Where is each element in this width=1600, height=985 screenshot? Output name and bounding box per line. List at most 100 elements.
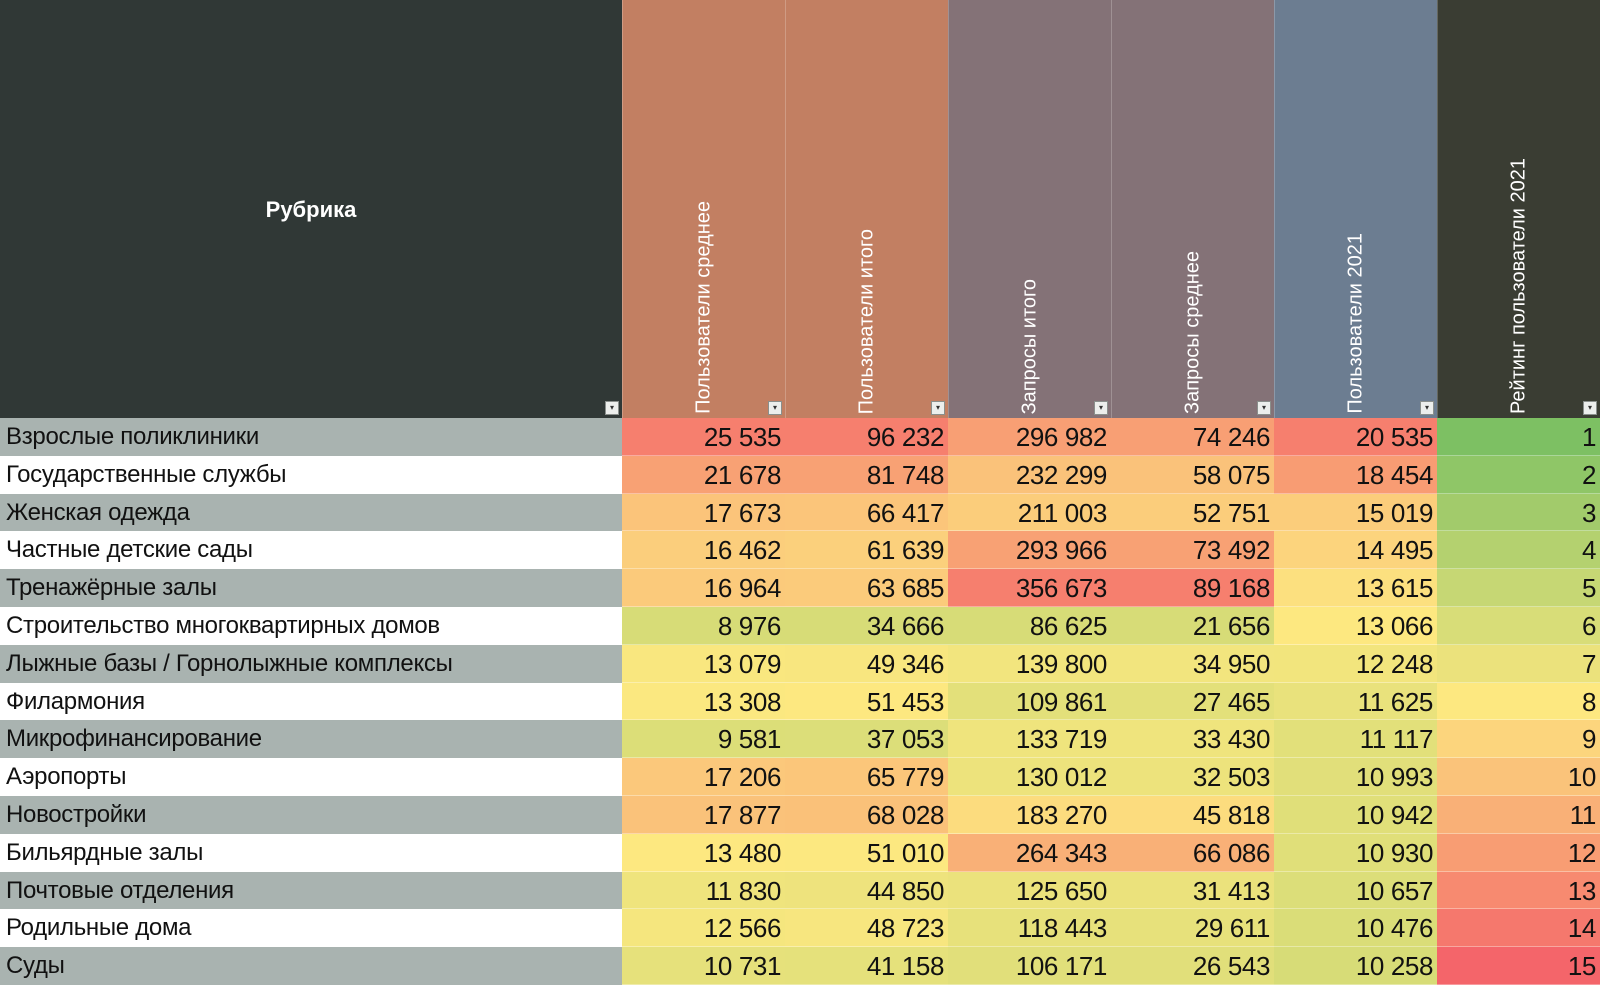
value-cell[interactable]: 10 993 bbox=[1274, 758, 1437, 796]
rubric-cell[interactable]: Суды bbox=[0, 947, 622, 985]
table-row[interactable]: Лыжные базы / Горнолыжные комплексы 13 07… bbox=[0, 644, 1600, 683]
value-cell[interactable]: 11 117 bbox=[1274, 720, 1437, 759]
value-cell[interactable]: 10 942 bbox=[1274, 796, 1437, 834]
value-cell[interactable]: 52 751 bbox=[1111, 493, 1274, 532]
value-cell[interactable]: 5 bbox=[1437, 569, 1600, 607]
value-cell[interactable]: 13 bbox=[1437, 871, 1600, 910]
value-cell[interactable]: 232 299 bbox=[948, 455, 1111, 494]
value-cell[interactable]: 29 611 bbox=[1111, 909, 1274, 948]
value-cell[interactable]: 12 bbox=[1437, 833, 1600, 872]
value-cell[interactable]: 12 566 bbox=[622, 909, 785, 948]
value-cell[interactable]: 139 800 bbox=[948, 644, 1111, 683]
value-cell[interactable]: 21 678 bbox=[622, 455, 785, 494]
value-cell[interactable]: 65 779 bbox=[785, 758, 948, 796]
value-cell[interactable]: 66 417 bbox=[785, 493, 948, 532]
value-cell[interactable]: 118 443 bbox=[948, 909, 1111, 948]
table-row[interactable]: Строительство многоквартирных домов 8 976… bbox=[0, 607, 1600, 645]
rubric-cell[interactable]: Бильярдные залы bbox=[0, 833, 622, 872]
value-cell[interactable]: 296 982 bbox=[948, 418, 1111, 456]
value-cell[interactable]: 106 171 bbox=[948, 947, 1111, 985]
value-cell[interactable]: 130 012 bbox=[948, 758, 1111, 796]
value-cell[interactable]: 125 650 bbox=[948, 871, 1111, 910]
value-cell[interactable]: 8 bbox=[1437, 682, 1600, 721]
value-cell[interactable]: 89 168 bbox=[1111, 569, 1274, 607]
value-cell[interactable]: 13 066 bbox=[1274, 607, 1437, 645]
value-cell[interactable]: 26 543 bbox=[1111, 947, 1274, 985]
value-cell[interactable]: 21 656 bbox=[1111, 607, 1274, 645]
value-cell[interactable]: 51 453 bbox=[785, 682, 948, 721]
value-cell[interactable]: 356 673 bbox=[948, 569, 1111, 607]
value-cell[interactable]: 11 625 bbox=[1274, 682, 1437, 721]
value-cell[interactable]: 31 413 bbox=[1111, 871, 1274, 910]
value-cell[interactable]: 15 019 bbox=[1274, 493, 1437, 532]
value-cell[interactable]: 16 964 bbox=[622, 569, 785, 607]
table-row[interactable]: Аэропорты 17 206 65 779 130 012 32 503 10 993… bbox=[0, 758, 1600, 796]
value-cell[interactable]: 58 075 bbox=[1111, 455, 1274, 494]
value-cell[interactable]: 109 861 bbox=[948, 682, 1111, 721]
value-cell[interactable]: 34 950 bbox=[1111, 644, 1274, 683]
value-cell[interactable]: 45 818 bbox=[1111, 796, 1274, 834]
rubric-cell[interactable]: Взрослые поликлиники bbox=[0, 418, 622, 456]
value-cell[interactable]: 8 976 bbox=[622, 607, 785, 645]
header-rubric[interactable]: Рубрика ▾ bbox=[0, 0, 622, 418]
filter-dropdown-icon[interactable]: ▾ bbox=[1257, 401, 1271, 415]
table-row[interactable]: Государственные службы 21 678 81 748 232 29… bbox=[0, 455, 1600, 494]
rubric-cell[interactable]: Государственные службы bbox=[0, 455, 622, 494]
value-cell[interactable]: 2 bbox=[1437, 455, 1600, 494]
value-cell[interactable]: 211 003 bbox=[948, 493, 1111, 532]
value-cell[interactable]: 11 bbox=[1437, 796, 1600, 834]
rubric-cell[interactable]: Филармония bbox=[0, 682, 622, 721]
column-header[interactable]: Пользователи среднее ▾ bbox=[622, 0, 785, 418]
value-cell[interactable]: 10 657 bbox=[1274, 871, 1437, 910]
value-cell[interactable]: 18 454 bbox=[1274, 455, 1437, 494]
value-cell[interactable]: 16 462 bbox=[622, 531, 785, 570]
value-cell[interactable]: 1 bbox=[1437, 418, 1600, 456]
value-cell[interactable]: 25 535 bbox=[622, 418, 785, 456]
value-cell[interactable]: 51 010 bbox=[785, 833, 948, 872]
value-cell[interactable]: 96 232 bbox=[785, 418, 948, 456]
table-row[interactable]: Родильные дома 12 566 48 723 118 443 29 611 1… bbox=[0, 909, 1600, 948]
column-header[interactable]: Запросы среднее ▾ bbox=[1111, 0, 1274, 418]
rubric-cell[interactable]: Новостройки bbox=[0, 796, 622, 834]
column-header[interactable]: Пользователи итого ▾ bbox=[785, 0, 948, 418]
value-cell[interactable]: 14 bbox=[1437, 909, 1600, 948]
value-cell[interactable]: 86 625 bbox=[948, 607, 1111, 645]
filter-dropdown-icon[interactable]: ▾ bbox=[1583, 401, 1597, 415]
value-cell[interactable]: 68 028 bbox=[785, 796, 948, 834]
value-cell[interactable]: 20 535 bbox=[1274, 418, 1437, 456]
value-cell[interactable]: 32 503 bbox=[1111, 758, 1274, 796]
table-row[interactable]: Филармония 13 308 51 453 109 861 27 465 11 62… bbox=[0, 682, 1600, 721]
table-row[interactable]: Тренажёрные залы 16 964 63 685 356 673 89 16… bbox=[0, 569, 1600, 607]
rubric-cell[interactable]: Женская одежда bbox=[0, 493, 622, 532]
rubric-cell[interactable]: Лыжные базы / Горнолыжные комплексы bbox=[0, 644, 622, 683]
value-cell[interactable]: 264 343 bbox=[948, 833, 1111, 872]
table-row[interactable]: Суды 10 731 41 158 106 171 26 543 10 258 15 bbox=[0, 947, 1600, 985]
value-cell[interactable]: 17 877 bbox=[622, 796, 785, 834]
value-cell[interactable]: 12 248 bbox=[1274, 644, 1437, 683]
value-cell[interactable]: 10 258 bbox=[1274, 947, 1437, 985]
value-cell[interactable]: 63 685 bbox=[785, 569, 948, 607]
value-cell[interactable]: 4 bbox=[1437, 531, 1600, 570]
value-cell[interactable]: 10 bbox=[1437, 758, 1600, 796]
rubric-cell[interactable]: Тренажёрные залы bbox=[0, 569, 622, 607]
value-cell[interactable]: 41 158 bbox=[785, 947, 948, 985]
value-cell[interactable]: 3 bbox=[1437, 493, 1600, 532]
value-cell[interactable]: 183 270 bbox=[948, 796, 1111, 834]
value-cell[interactable]: 61 639 bbox=[785, 531, 948, 570]
value-cell[interactable]: 14 495 bbox=[1274, 531, 1437, 570]
value-cell[interactable]: 37 053 bbox=[785, 720, 948, 759]
table-row[interactable]: Микрофинансирование 9 581 37 053 133 719 33 … bbox=[0, 720, 1600, 759]
value-cell[interactable]: 33 430 bbox=[1111, 720, 1274, 759]
value-cell[interactable]: 13 615 bbox=[1274, 569, 1437, 607]
value-cell[interactable]: 44 850 bbox=[785, 871, 948, 910]
table-row[interactable]: Бильярдные залы 13 480 51 010 264 343 66 086… bbox=[0, 833, 1600, 872]
value-cell[interactable]: 34 666 bbox=[785, 607, 948, 645]
value-cell[interactable]: 7 bbox=[1437, 644, 1600, 683]
value-cell[interactable]: 66 086 bbox=[1111, 833, 1274, 872]
value-cell[interactable]: 49 346 bbox=[785, 644, 948, 683]
value-cell[interactable]: 48 723 bbox=[785, 909, 948, 948]
value-cell[interactable]: 9 581 bbox=[622, 720, 785, 759]
value-cell[interactable]: 17 206 bbox=[622, 758, 785, 796]
rubric-cell[interactable]: Частные детские сады bbox=[0, 531, 622, 570]
rubric-cell[interactable]: Микрофинансирование bbox=[0, 720, 622, 759]
